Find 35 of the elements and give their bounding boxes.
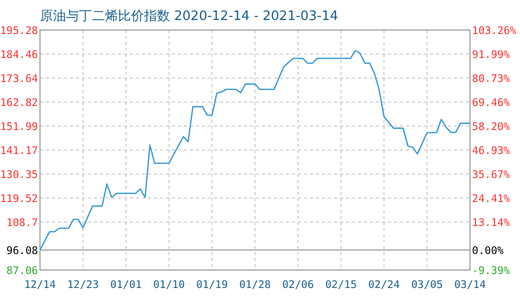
y-tick-label: 184.46 (0, 48, 38, 61)
y-tick-label: 87.06 (6, 265, 38, 277)
x-tick-label: 03/14 (454, 279, 486, 291)
y-tick-label: 141.17 (0, 145, 38, 157)
x-tick-label: 03/05 (411, 279, 443, 291)
x-tick-label: 01/01 (110, 279, 142, 291)
y2-tick-label: 35.67% (472, 169, 511, 181)
x-tick-label: 02/15 (325, 279, 357, 291)
y-tick-label: 108.7 (6, 217, 38, 230)
y2-tick-label: 46.93% (472, 145, 511, 158)
x-tick-label: 01/28 (239, 279, 271, 291)
y-tick-label: 96.08 (6, 244, 38, 257)
y2-tick-label: 80.73% (472, 73, 511, 85)
x-tick-label: 02/24 (368, 279, 400, 291)
y-tick-label: 151.99 (0, 121, 38, 134)
y2-tick-label: 24.41% (472, 192, 511, 205)
y-tick-label: 195.28 (0, 25, 38, 37)
y2-tick-label: -9.39% (472, 265, 511, 277)
y2-tick-label: 58.20% (472, 121, 511, 133)
line-series (39, 50, 471, 251)
y-tick-label: 173.64 (0, 72, 38, 85)
y2-tick-label: 103.26% (472, 25, 517, 37)
y2-tick-label: 69.46% (472, 97, 511, 110)
y-tick-label: 162.82 (0, 96, 38, 109)
y-tick-label: 130.35 (0, 168, 38, 181)
y2-tick-label: 0.00% (472, 244, 504, 257)
x-tick-label: 12/14 (24, 279, 56, 291)
x-tick-label: 01/10 (153, 279, 185, 291)
x-tick-label: 12/23 (67, 279, 99, 291)
y-tick-label: 119.52 (0, 193, 38, 206)
x-tick-label: 02/06 (282, 279, 314, 291)
x-tick-label: 01/19 (196, 279, 228, 291)
y2-tick-label: 13.14% (472, 217, 511, 229)
y2-tick-label: 91.99% (472, 49, 511, 62)
chart-title: 原油与丁二烯比价指数 2020-12-14 - 2021-03-14 (40, 9, 338, 24)
